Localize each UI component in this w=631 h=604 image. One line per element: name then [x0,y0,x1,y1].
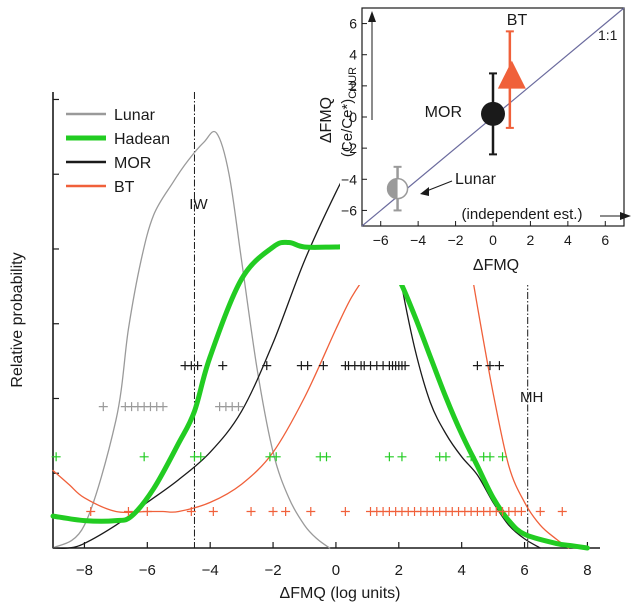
rug-mark-bt [142,507,152,517]
main-y-axis-label: Relative probability [9,252,26,387]
rug-mark-mor [494,361,504,371]
inset-y-tick-label: 4 [349,47,357,63]
rug-mark-hadean [397,452,407,462]
rug-mark-hadean [384,452,394,462]
inset-x-tick-label: 0 [489,232,497,248]
inset-ticks: −6 −4 −2 0 2 4 6 −6 −4 −2 0 2 4 6 [341,16,609,248]
main-y-ticks [53,98,59,474]
inset-points: Lunar MOR BT [386,12,528,212]
main-x-tick-label: −2 [265,562,282,579]
rug-mark-bt [340,507,350,517]
inset-x-tick-label: −2 [448,232,464,248]
point-label-lunar: Lunar [455,171,497,188]
inset-x-tick-label: 4 [564,232,572,248]
inset-y-tick-label: 0 [349,109,357,125]
rug-mark-hadean [271,452,281,462]
point-label-mor: MOR [425,104,462,121]
reference-vline-label-iw: IW [189,196,208,213]
rug-mark-hadean [196,452,206,462]
rug-mark-hadean [485,452,495,462]
inset-x-tick-label: 6 [601,232,609,248]
main-x-tick-label: 4 [458,562,466,579]
inset-background [340,0,631,285]
rug-mark-lunar [98,402,108,412]
inset-y-tick-label: 6 [349,16,357,32]
point-mor [481,101,505,126]
main-x-tick-label: −6 [139,562,156,579]
inset-y-tick-label: −2 [341,140,357,156]
legend-label-bt: BT [114,179,135,196]
inset-x-tick-label: −6 [373,232,389,248]
main-x-ticks: −8 −6 −4 −2 0 2 4 6 8 [76,542,592,579]
rug-mark-mor [262,361,272,371]
rug-mark-bt [281,507,291,517]
rug-mark-mor [472,361,482,371]
main-x-tick-label: 8 [583,562,591,579]
rug-mark-hadean [466,452,476,462]
inset-chart: −6 −4 −2 0 2 4 6 −6 −4 −2 0 2 4 6 1:1 Lunar MOR BT ΔFMQ… [318,0,631,285]
rug-marks [51,361,567,517]
point-bt [497,60,526,89]
rug-mark-hadean [322,452,331,462]
inset-x-arrow-icon [620,212,631,220]
main-x-tick-label: −8 [76,562,93,579]
inset-x-tick-label: 2 [527,232,535,248]
inset-y-axis-label: ΔFMQ [318,97,335,143]
rug-mark-bt [186,507,196,517]
legend: Lunar Hadean MOR BT [66,107,170,196]
inset-x-axis-label: ΔFMQ [473,257,519,274]
series-line-lunar [52,130,331,549]
rug-mark-mor [193,361,203,371]
rug-mark-hadean [51,452,61,462]
rug-mark-bt [208,507,218,517]
inset-y-axis-subscript: CHUR [347,67,359,99]
main-x-tick-label: 6 [520,562,528,579]
inset-y-tick-label: 2 [349,78,357,94]
rug-mark-bt [246,507,256,517]
rug-mark-mor [318,361,328,371]
reference-line-label: 1:1 [598,27,618,43]
inset-y-tick-label: −4 [341,171,357,187]
inset-y-arrow-icon [368,11,376,22]
point-lunar [387,178,398,199]
rug-mark-bt [557,507,567,517]
point-label-bt: BT [507,12,528,29]
inset-x-note: (independent est.) [462,206,583,223]
rug-mark-bt [516,507,526,517]
rug-mark-mor [400,361,410,371]
rug-mark-mor [485,361,495,371]
rug-mark-bt [535,507,545,517]
rug-mark-hadean [139,452,149,462]
rug-mark-lunar [158,402,168,412]
legend-label-mor: MOR [114,155,151,172]
rug-mark-mor [303,361,313,371]
rug-mark-bt [86,507,96,517]
main-x-tick-label: 0 [332,562,340,579]
legend-label-hadean: Hadean [114,131,170,148]
main-x-tick-label: −4 [202,562,219,579]
inset-y-tick-label: −6 [341,202,357,218]
series-line-hadean [50,239,590,551]
inset-x-tick-label: −4 [410,232,426,248]
rug-mark-bt [306,507,316,517]
main-chart: −8 −6 −4 −2 0 2 4 6 8 IW MH ΔFMQ (log units) Rela… [9,92,600,602]
rug-mark-bt [268,507,278,517]
rug-mark-mor [218,361,228,371]
main-x-axis-label: ΔFMQ (log units) [280,585,401,602]
rug-mark-hadean [441,452,451,462]
legend-label-lunar: Lunar [114,107,156,124]
rug-mark-lunar [233,402,243,412]
rug-mark-bt [123,507,133,517]
reference-vline-label-mh: MH [520,389,543,406]
main-x-tick-label: 2 [395,562,403,579]
lunar-callout-arrow-icon [420,187,429,196]
rug-mark-hadean [498,452,508,462]
